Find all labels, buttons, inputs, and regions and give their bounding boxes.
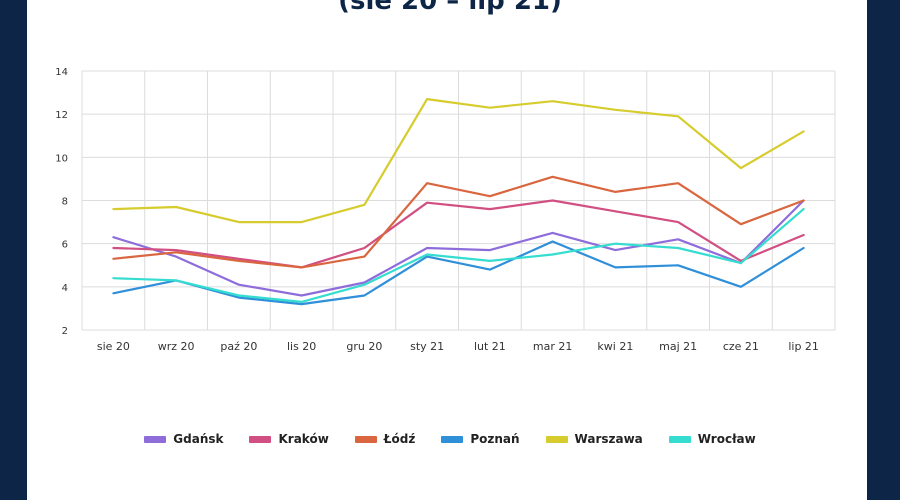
legend-item: Poznań [441,432,520,446]
x-tick-label: lis 20 [287,340,316,353]
y-tick-label: 10 [55,153,68,164]
legend-label: Wrocław [697,432,756,446]
y-tick-label: 12 [55,110,68,121]
x-tick-label: lip 21 [788,340,819,353]
y-tick-label: 8 [62,197,68,208]
legend-swatch [354,435,377,443]
x-tick-label: maj 21 [659,340,697,353]
x-tick-label: gru 20 [346,340,382,353]
series-line-3 [112,240,805,306]
legend-swatch [249,435,272,443]
legend-item: Kraków [249,432,329,446]
series-line-5 [112,208,805,303]
series-line-0 [112,199,805,297]
x-axis-ticks: sie 20 wrz 20 paź 20 lis 20 gru 20 sty 21 lut … [97,340,819,353]
y-tick-label: 2 [62,326,68,337]
legend-item: Gdańsk [144,432,223,446]
y-tick-label: 6 [62,240,68,251]
legend-label: Poznań [470,432,520,446]
series-line-4 [112,97,805,224]
x-tick-label: paź 20 [220,340,257,353]
legend-label: Warszawa [574,432,643,446]
x-tick-label: kwi 21 [597,340,633,353]
series-lines [112,97,805,306]
legend-swatch [668,435,691,443]
y-axis-ticks: 2 4 6 8 10 12 14 [55,67,68,337]
y-tick-label: 14 [55,67,68,78]
chart-legend: Gdańsk Kraków Łódź Poznań Warszawa Wrocław [0,432,900,446]
series-line-2 [112,175,805,269]
x-tick-label: wrz 20 [158,340,195,353]
legend-item: Warszawa [545,432,643,446]
grid-lines [81,70,836,331]
legend-label: Łódź [383,432,416,446]
legend-swatch [545,435,568,443]
x-tick-label: mar 21 [533,340,572,353]
x-tick-label: lut 21 [474,340,506,353]
legend-label: Kraków [278,432,329,446]
x-tick-label: cze 21 [723,340,759,353]
legend-swatch [441,435,464,443]
chart-title: (sie 20 – lip 21) [338,0,562,16]
legend-swatch [144,435,167,443]
series-line-1 [112,199,805,269]
legend-item: Wrocław [668,432,756,446]
x-tick-label: sie 20 [97,340,130,353]
x-tick-label: sty 21 [410,340,444,353]
legend-label: Gdańsk [173,432,224,446]
legend-item: Łódź [354,432,416,446]
y-tick-label: 4 [62,283,68,294]
